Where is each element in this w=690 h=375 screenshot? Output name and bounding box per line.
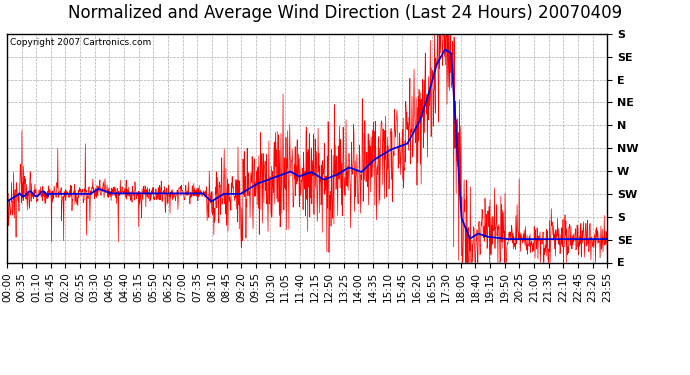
Text: Copyright 2007 Cartronics.com: Copyright 2007 Cartronics.com	[10, 38, 151, 47]
Text: Normalized and Average Wind Direction (Last 24 Hours) 20070409: Normalized and Average Wind Direction (L…	[68, 4, 622, 22]
